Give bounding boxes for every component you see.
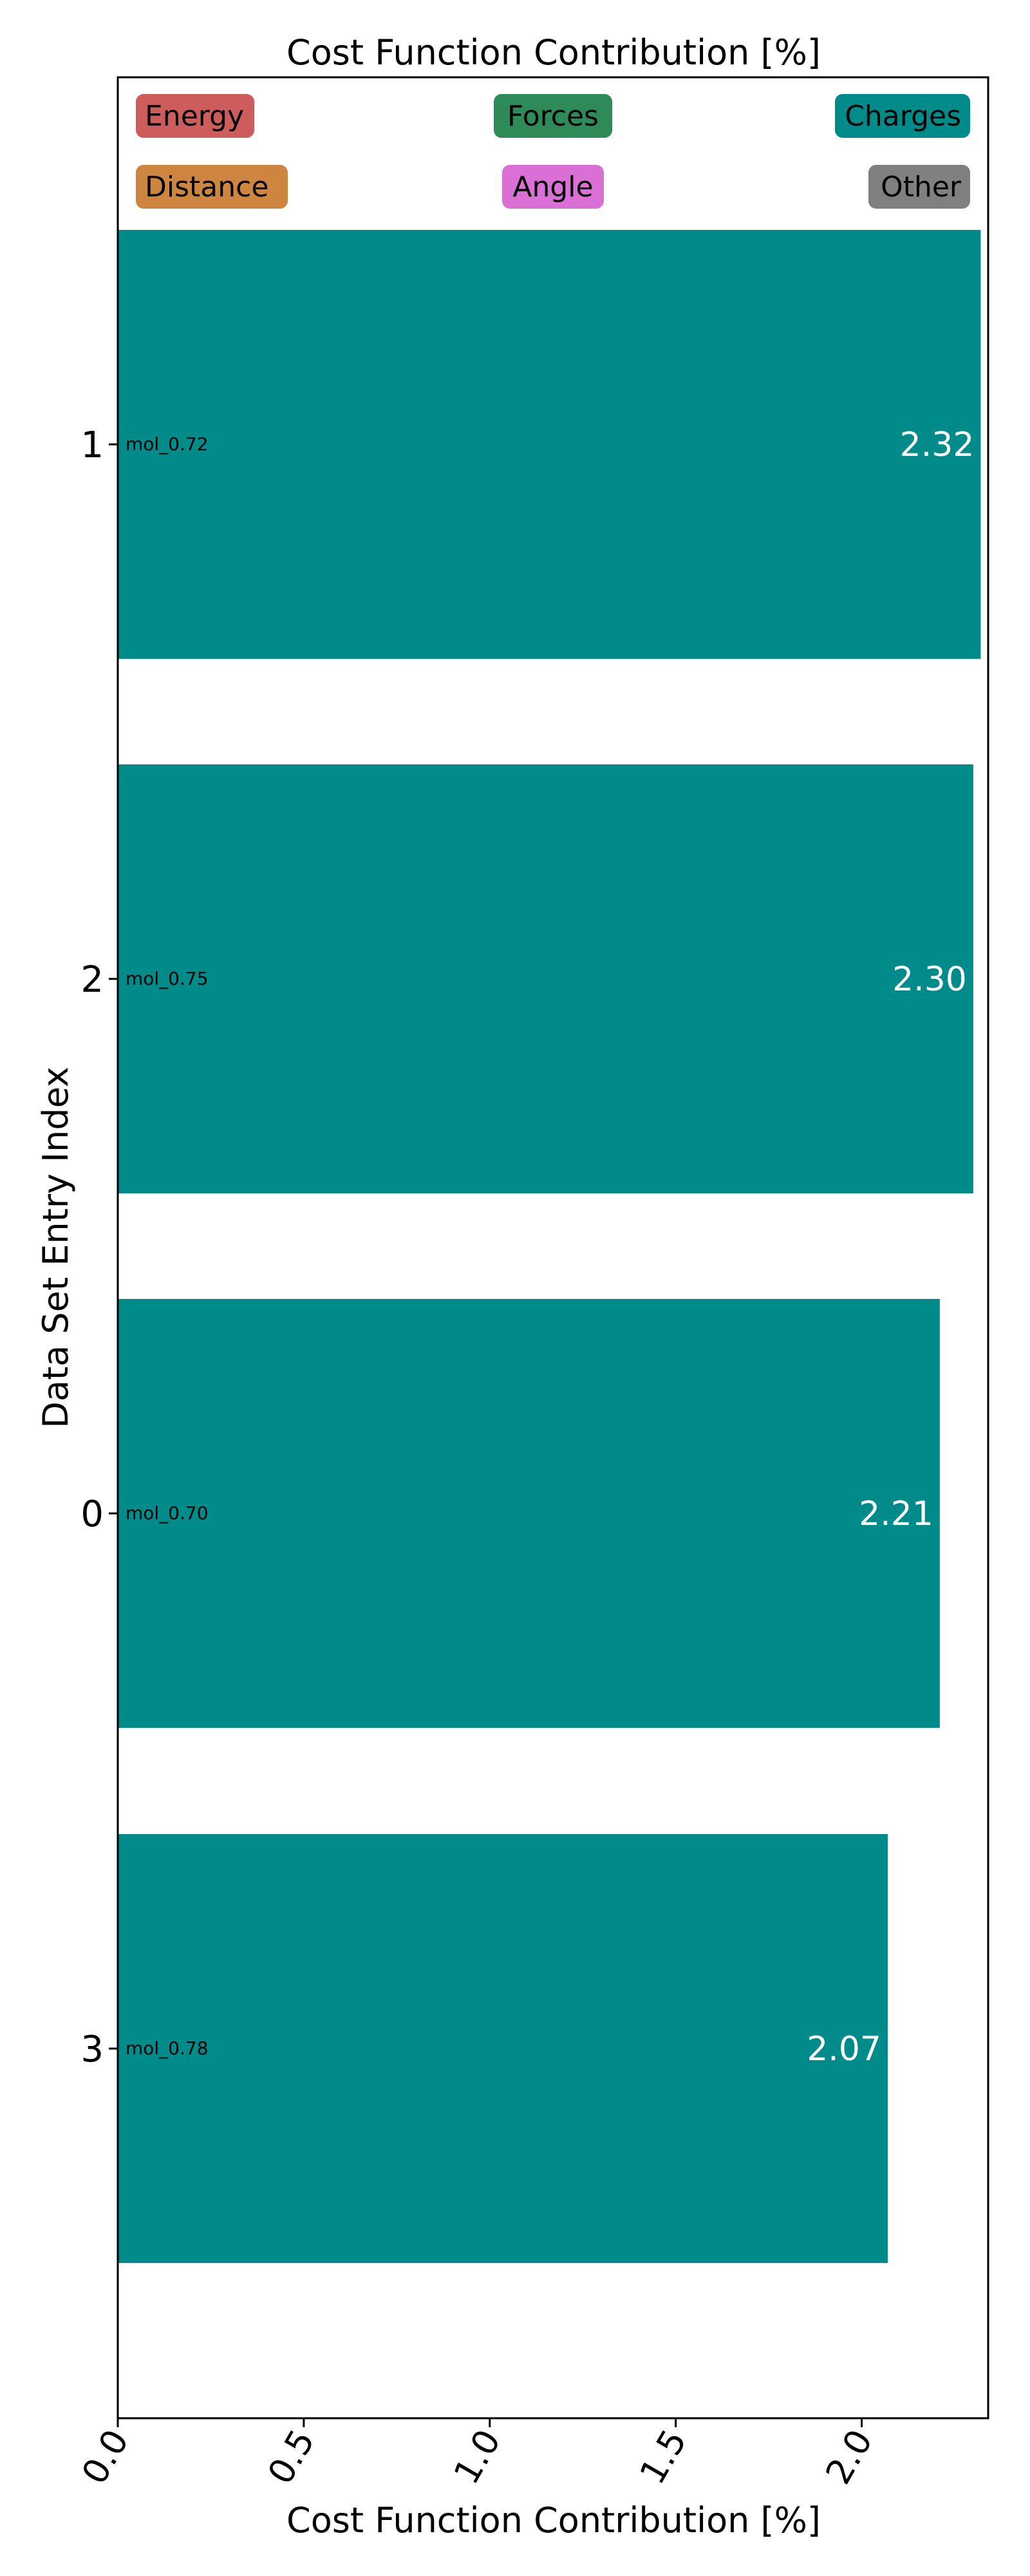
chart-title: Cost Function Contribution [%] bbox=[286, 32, 821, 73]
bar-label: mol_0.78 bbox=[126, 2038, 209, 2059]
legend-swatch bbox=[136, 94, 254, 138]
bar bbox=[118, 1834, 888, 2263]
y-tick-label: 0 bbox=[80, 1493, 104, 1535]
y-tick-label: 3 bbox=[80, 2029, 104, 2070]
value-label: 2.07 bbox=[807, 2030, 881, 2069]
legend-entry: Charges bbox=[845, 100, 961, 133]
y-tick-label: 2 bbox=[80, 959, 104, 1001]
legend-swatch bbox=[835, 94, 970, 138]
legend: Energy Forces Charges Distance Angle Other bbox=[136, 94, 970, 209]
x-tick-label: 1.5 bbox=[632, 2423, 695, 2491]
legend-entry: Forces bbox=[507, 100, 599, 133]
legend-swatch bbox=[868, 165, 970, 209]
bars: mol_0.72 2.32 mol_0.75 2.30 mol_0.70 2.21 mol_… bbox=[118, 230, 981, 2263]
y-axis-title: Data Set Entry Index bbox=[35, 1066, 76, 1428]
x-tick-label: 0.5 bbox=[260, 2423, 323, 2491]
value-label: 2.30 bbox=[892, 960, 967, 999]
x-tick-label: 1.0 bbox=[446, 2423, 509, 2491]
y-tick-label: 1 bbox=[80, 424, 104, 466]
bar bbox=[118, 230, 981, 659]
legend-entry: Energy bbox=[145, 100, 244, 133]
legend-swatch bbox=[502, 165, 604, 209]
value-label: 2.21 bbox=[859, 1495, 933, 1533]
legend-entry: Angle bbox=[512, 171, 593, 204]
legend-entry: Distance bbox=[145, 171, 268, 204]
bar bbox=[118, 1299, 940, 1728]
bar-label: mol_0.70 bbox=[126, 1502, 209, 1524]
x-tick-label: 2.0 bbox=[818, 2423, 881, 2491]
legend-entry: Other bbox=[881, 171, 962, 204]
x-axis: 0.0 0.5 1.0 1.5 2.0 bbox=[74, 2418, 881, 2491]
plot-frame bbox=[117, 76, 989, 2420]
y-axis: 1 2 0 3 bbox=[80, 424, 118, 2070]
bar bbox=[118, 764, 973, 1193]
bar-label: mol_0.75 bbox=[126, 968, 209, 989]
legend-swatch bbox=[494, 94, 612, 138]
legend-swatch bbox=[136, 165, 288, 209]
bar-label: mol_0.72 bbox=[126, 433, 209, 455]
x-axis-title: Cost Function Contribution [%] bbox=[286, 2500, 821, 2541]
value-label: 2.32 bbox=[900, 426, 975, 464]
x-tick-label: 0.0 bbox=[74, 2423, 137, 2491]
